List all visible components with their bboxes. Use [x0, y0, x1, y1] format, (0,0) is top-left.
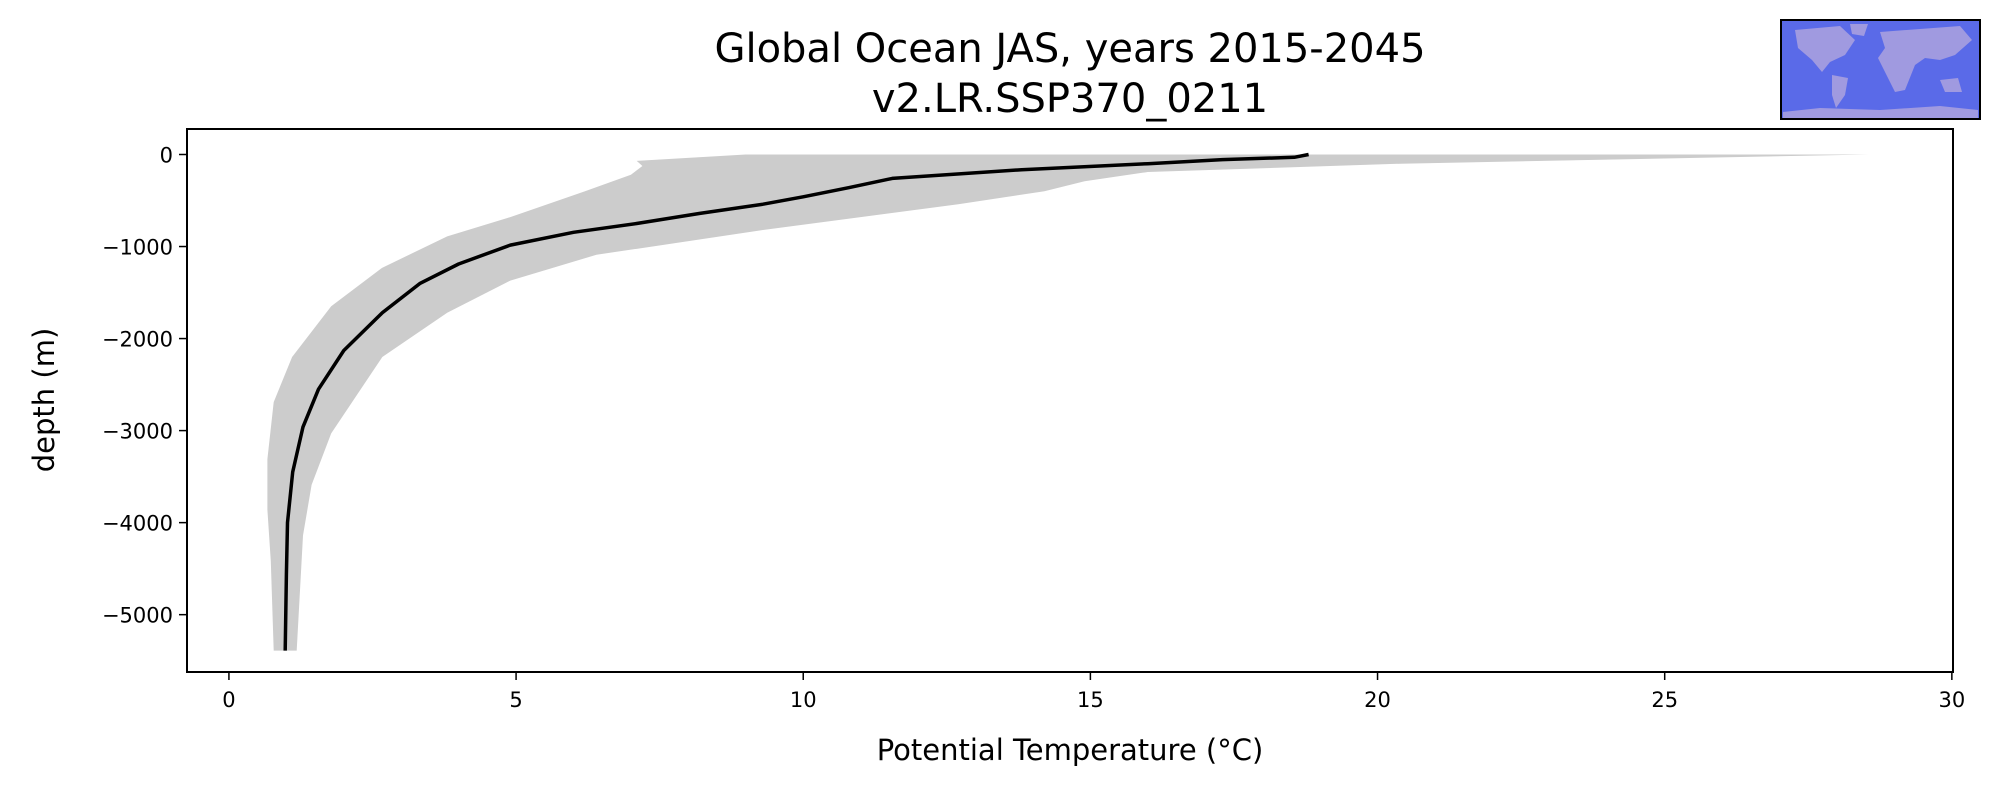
y-tick-label: −3000: [102, 420, 173, 444]
x-tick-label: 30: [1938, 688, 1965, 712]
y-tick-label: −5000: [102, 604, 173, 628]
y-axis: 0 −1000 −2000 −3000 −4000 −5000: [102, 143, 187, 628]
mean-profile-line: [283, 152, 1309, 651]
y-tick-label: −2000: [102, 328, 173, 352]
inset-map-land: [1783, 24, 1978, 118]
y-tick-label: −1000: [102, 236, 173, 260]
south-america-shape: [1832, 75, 1848, 108]
greenland-shape: [1850, 24, 1868, 36]
axes-frame: [186, 128, 1954, 673]
chart-title: Global Ocean JAS, years 2015-2045: [714, 26, 1425, 72]
chart-subtitle: v2.LR.SSP370_0211: [872, 76, 1268, 122]
inset-map: [1780, 19, 1981, 120]
y-axis-label: depth (m): [27, 328, 61, 473]
range-band: [267, 154, 1869, 651]
x-tick-label: 5: [509, 688, 522, 712]
australia-shape: [1940, 78, 1962, 92]
antarctica-shape: [1783, 106, 1978, 118]
x-tick-label: 0: [222, 688, 235, 712]
x-tick-label: 25: [1651, 688, 1678, 712]
x-tick-label: 15: [1077, 688, 1104, 712]
north-america-shape: [1795, 26, 1855, 72]
x-tick-label: 20: [1364, 688, 1391, 712]
y-tick-label: 0: [160, 143, 173, 167]
y-tick-label: −4000: [102, 512, 173, 536]
africa-eurasia-shape: [1878, 26, 1972, 92]
x-axis-label: Potential Temperature (°C): [877, 733, 1264, 767]
plot-area: [267, 152, 1869, 651]
x-tick-label: 10: [790, 688, 817, 712]
x-axis: 0 5 10 15 20 25 30: [222, 672, 1965, 712]
